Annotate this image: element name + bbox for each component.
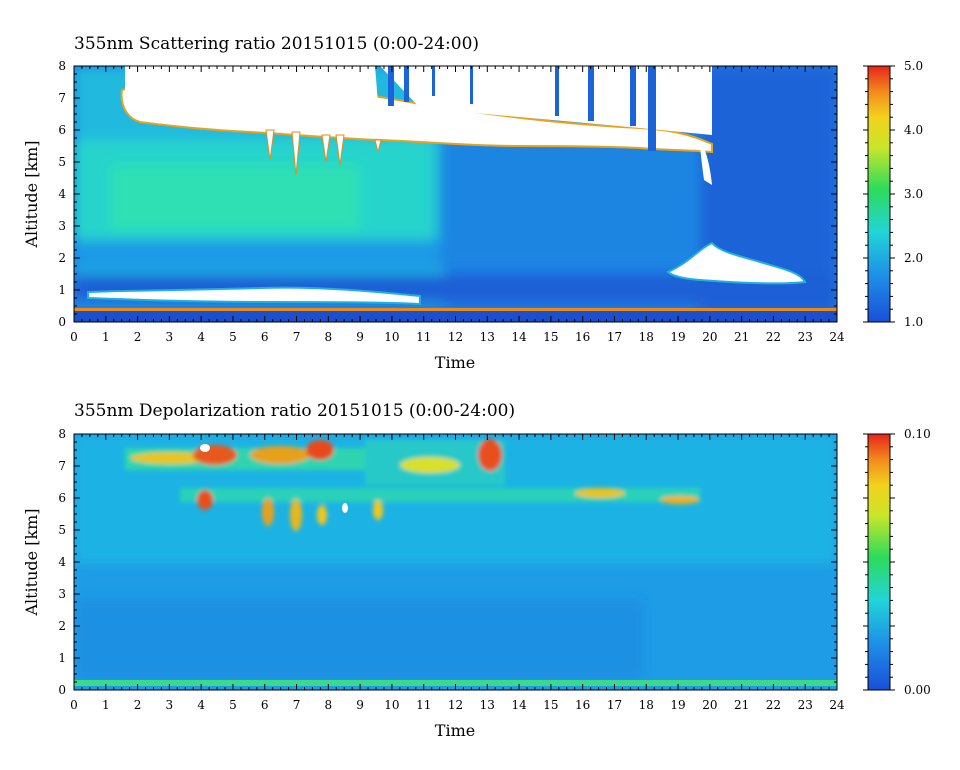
x-tick-label: 11 (416, 698, 431, 712)
y-tick-label: 0 (58, 683, 66, 697)
x-tick-label: 7 (293, 698, 301, 712)
x-tick-label: 2 (134, 698, 142, 712)
x-tick-label: 18 (639, 698, 654, 712)
depolarization-xlabel: Time (435, 721, 475, 740)
y-tick-label: 6 (58, 491, 66, 505)
depolarization-panel: 355nm Depolarization ratio 20151015 (0:0… (22, 401, 931, 740)
depolarization-title: 355nm Depolarization ratio 20151015 (0:0… (74, 401, 515, 421)
x-tick-label: 3 (166, 698, 174, 712)
x-tick-label: 16 (575, 698, 590, 712)
x-tick-label: 8 (325, 698, 333, 712)
y-tick-label: 1 (58, 283, 66, 297)
x-tick-label: 13 (480, 330, 495, 344)
x-tick-label: 10 (384, 698, 399, 712)
x-tick-label: 15 (543, 698, 558, 712)
x-tick-label: 0 (70, 698, 78, 712)
x-tick-label: 2 (134, 330, 142, 344)
y-tick-label: 2 (58, 619, 66, 633)
x-tick-label: 16 (575, 330, 590, 344)
y-tick-label: 6 (58, 123, 66, 137)
scattering-upper-clear (125, 66, 380, 128)
x-tick-label: 4 (197, 330, 205, 344)
y-tick-label: 4 (58, 187, 66, 201)
scattering-x-ticks: 0 1 2 3 4 5 6 7 8 9 10 11 12 13 14 15 16 17 18 19 20 21 22 23 24 (70, 66, 845, 344)
colorbar-tick-label: 2.0 (904, 251, 923, 265)
colorbar-tick-label: 0.00 (904, 683, 931, 697)
x-tick-label: 24 (829, 698, 845, 712)
y-tick-label: 7 (58, 91, 66, 105)
y-tick-label: 4 (58, 555, 66, 569)
x-tick-label: 10 (384, 330, 399, 344)
scattering-y-ticks: 0 1 2 3 4 5 6 7 8 (58, 59, 837, 329)
x-tick-label: 0 (70, 330, 78, 344)
y-tick-label: 5 (58, 523, 66, 537)
y-tick-label: 3 (58, 219, 66, 233)
colorbar-tick-label: 4.0 (904, 123, 923, 137)
x-tick-label: 7 (293, 330, 301, 344)
scattering-heatmap (74, 66, 837, 322)
x-tick-label: 14 (511, 330, 527, 344)
x-tick-label: 22 (766, 330, 781, 344)
x-tick-label: 12 (448, 330, 463, 344)
x-tick-label: 20 (702, 698, 717, 712)
x-tick-label: 1 (102, 330, 110, 344)
y-tick-label: 3 (58, 587, 66, 601)
x-tick-label: 12 (448, 698, 463, 712)
x-tick-label: 5 (229, 698, 237, 712)
scattering-colorbar (867, 65, 891, 323)
x-tick-label: 24 (829, 330, 845, 344)
depolarization-x-ticks: 0 1 2 3 4 5 6 7 8 9 10 11 12 13 14 15 16 17 18 19 20 21 22 23 24 (70, 434, 845, 712)
x-tick-label: 20 (702, 330, 717, 344)
x-tick-label: 21 (734, 330, 749, 344)
scattering-low-cloud-right (666, 241, 807, 285)
x-tick-label: 22 (766, 698, 781, 712)
colorbar-tick-label: 0.10 (904, 427, 931, 441)
colorbar-tick-label: 5.0 (904, 59, 923, 73)
scattering-panel: 355nm Scattering ratio 20151015 (0:00-24… (22, 34, 923, 372)
x-tick-label: 19 (670, 698, 685, 712)
x-tick-label: 17 (607, 698, 622, 712)
scattering-xlabel: Time (435, 353, 475, 372)
y-tick-label: 0 (58, 315, 66, 329)
x-tick-label: 17 (607, 330, 622, 344)
x-tick-label: 8 (325, 330, 333, 344)
y-tick-label: 2 (58, 251, 66, 265)
x-tick-label: 9 (356, 698, 364, 712)
x-tick-label: 6 (261, 330, 269, 344)
y-tick-label: 5 (58, 155, 66, 169)
x-tick-label: 1 (102, 698, 110, 712)
depolarization-heatmap (74, 434, 837, 690)
x-tick-label: 11 (416, 330, 431, 344)
scattering-colorbar-ticks: 1.0 2.0 3.0 4.0 5.0 (863, 59, 923, 329)
scattering-ylabel: Altitude [km] (22, 140, 41, 248)
scattering-title: 355nm Scattering ratio 20151015 (0:00-24… (74, 34, 479, 54)
x-tick-label: 4 (197, 698, 205, 712)
depolarization-y-ticks: 0 1 2 3 4 5 6 7 8 (58, 427, 837, 697)
x-tick-label: 9 (356, 330, 364, 344)
x-tick-label: 21 (734, 698, 749, 712)
y-tick-label: 8 (58, 427, 66, 441)
x-tick-label: 15 (543, 330, 558, 344)
colorbar-tick-label: 3.0 (904, 187, 923, 201)
x-tick-label: 13 (480, 698, 495, 712)
y-tick-label: 8 (58, 59, 66, 73)
x-tick-label: 5 (229, 330, 237, 344)
x-tick-label: 23 (798, 698, 813, 712)
x-tick-label: 3 (166, 330, 174, 344)
y-tick-label: 7 (58, 459, 66, 473)
x-tick-label: 23 (798, 330, 813, 344)
x-tick-label: 18 (639, 330, 654, 344)
depolarization-colorbar-ticks: 0.00 0.10 (863, 427, 931, 697)
x-tick-label: 14 (511, 698, 527, 712)
x-tick-label: 6 (261, 698, 269, 712)
y-tick-label: 1 (58, 651, 66, 665)
depolarization-colorbar (867, 433, 891, 691)
x-tick-label: 19 (670, 330, 685, 344)
scattering-low-cloud-left (87, 286, 421, 306)
depolarization-ylabel: Altitude [km] (22, 508, 41, 616)
colorbar-tick-label: 1.0 (904, 315, 923, 329)
